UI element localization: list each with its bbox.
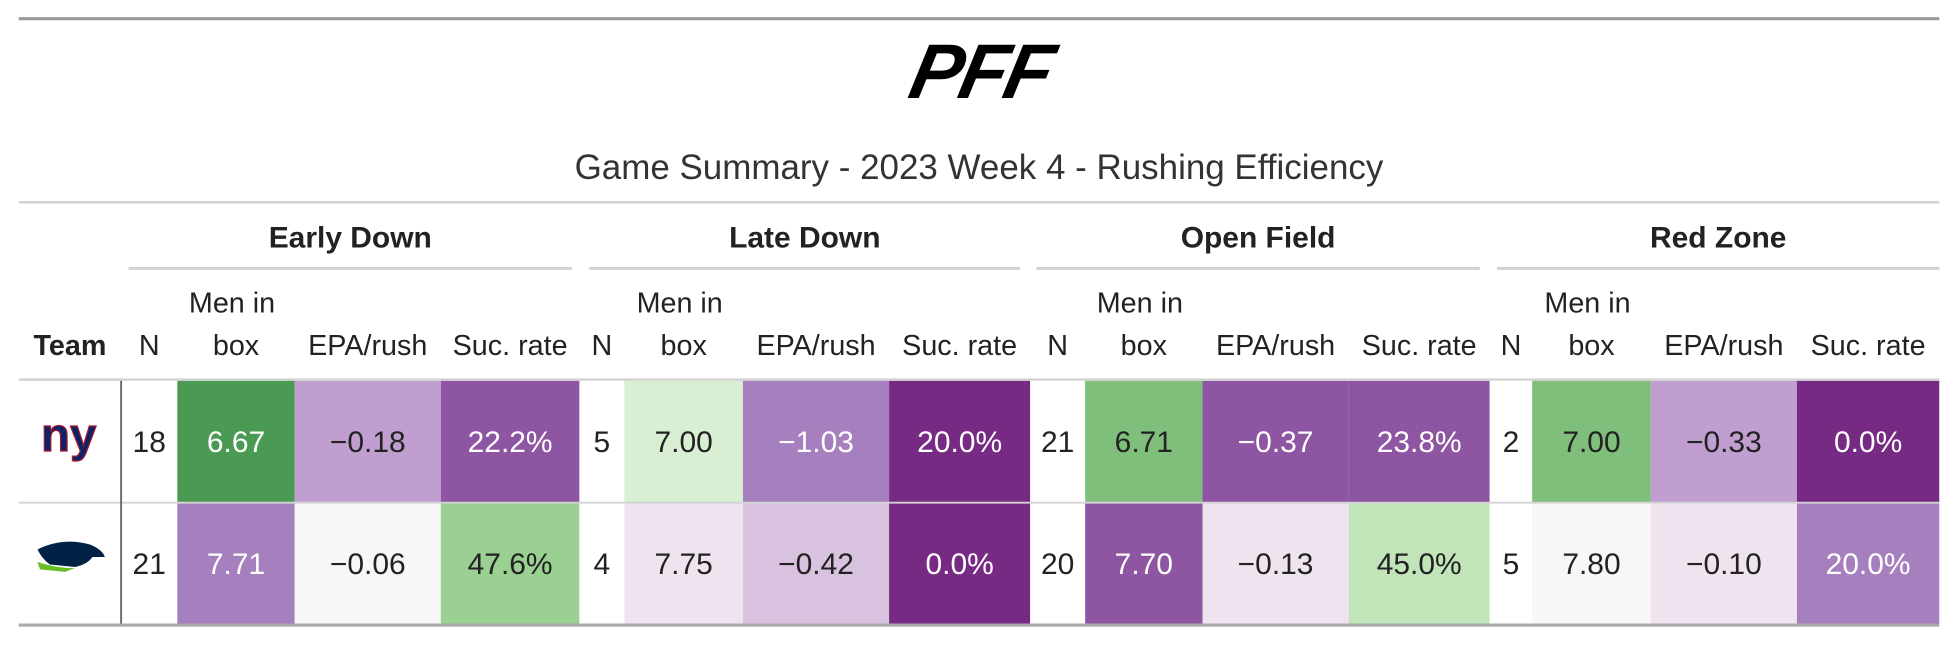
cell-bg [294, 380, 441, 503]
cell-bg [1348, 503, 1490, 625]
column-header: Men in box [637, 287, 731, 361]
cell: 6.67 [207, 426, 265, 459]
group-header: Early Down [269, 222, 432, 255]
cell: 6.71 [1115, 426, 1173, 459]
cell-bg [1030, 503, 1086, 625]
column-header: Men in box [189, 287, 283, 361]
cell: 7.00 [1562, 426, 1620, 459]
column-header: EPA/rush [756, 330, 875, 362]
cell: 5 [594, 426, 611, 459]
column-header: EPA/rush [308, 330, 427, 362]
cell-bg [889, 380, 1031, 503]
giants-icon: ny [41, 409, 97, 462]
cell-bg [121, 503, 178, 625]
column-header: Suc. rate [1362, 330, 1477, 362]
column-header: Suc. rate [1811, 330, 1926, 362]
cell: −0.18 [330, 426, 406, 459]
cell: 7.80 [1562, 548, 1620, 581]
column-header: N [139, 330, 160, 362]
cell-bg [294, 503, 441, 625]
cell-bg [579, 503, 625, 625]
cell-bg [1796, 380, 1940, 503]
seahawks-icon [37, 541, 105, 567]
cell: 4 [594, 548, 611, 581]
column-header: Suc. rate [453, 330, 568, 362]
cell-bg [742, 503, 890, 625]
cell-bg [177, 503, 295, 625]
cell: 7.71 [207, 548, 265, 581]
cell: −0.06 [330, 548, 406, 581]
group-header: Late Down [729, 222, 880, 255]
cell: 18 [133, 426, 166, 459]
cell: 20.0% [917, 426, 1002, 459]
cell-bg [1030, 380, 1086, 503]
cell-bg [1532, 380, 1651, 503]
group-header: Open Field [1181, 222, 1336, 255]
logo: PFF [903, 28, 1065, 115]
cell: −1.03 [778, 426, 854, 459]
cell-bg [624, 503, 743, 625]
cell-bg [1532, 503, 1651, 625]
group-header: Red Zone [1650, 222, 1786, 255]
title: Game Summary - 2023 Week 4 - Rushing Eff… [575, 148, 1384, 187]
seahawks-accent [37, 561, 75, 572]
cell-bg [579, 380, 625, 503]
cell: −0.37 [1238, 426, 1314, 459]
column-header: N [592, 330, 613, 362]
cell: 21 [1041, 426, 1074, 459]
cell: −0.10 [1686, 548, 1762, 581]
cell: 0.0% [1834, 426, 1902, 459]
cell: 45.0% [1377, 548, 1462, 581]
cell-bg [440, 380, 580, 503]
cell: 20.0% [1826, 548, 1911, 581]
cell-bg [1796, 503, 1940, 625]
cell: 5 [1503, 548, 1520, 581]
team-logo-seahawks [37, 541, 105, 572]
column-header: Men in box [1544, 287, 1638, 361]
cell-bg [1489, 380, 1533, 503]
cell-bg [177, 380, 295, 503]
cell: 20 [1041, 548, 1074, 581]
cell: −0.33 [1686, 426, 1762, 459]
column-header: N [1047, 330, 1068, 362]
cell: 2 [1503, 426, 1520, 459]
cell: 7.75 [655, 548, 713, 581]
cell-bg [624, 380, 743, 503]
column-header: EPA/rush [1664, 330, 1783, 362]
cell: 0.0% [926, 548, 994, 581]
cell: −0.42 [778, 548, 854, 581]
cell: 7.00 [655, 426, 713, 459]
column-header: EPA/rush [1216, 330, 1335, 362]
column-header: Men in box [1097, 287, 1191, 361]
team-logo-giants: ny [40, 408, 97, 462]
cell: 22.2% [468, 426, 553, 459]
cell: 47.6% [468, 548, 553, 581]
column-header: Suc. rate [902, 330, 1017, 362]
cell-bg [1489, 503, 1533, 625]
cell-bg [1202, 380, 1349, 503]
cell-bg [1348, 380, 1490, 503]
cell-bg [889, 503, 1031, 625]
cell-bg [742, 380, 890, 503]
cell: −0.13 [1238, 548, 1314, 581]
cell-bg [1085, 503, 1203, 625]
column-header: N [1501, 330, 1522, 362]
cell-bg [121, 380, 178, 503]
cell-bg [1202, 503, 1349, 625]
cell-bg [1650, 503, 1797, 625]
cell-bg [440, 503, 580, 625]
cell: 23.8% [1377, 426, 1462, 459]
cell: 21 [133, 548, 166, 581]
cell-bg [1650, 380, 1797, 503]
column-header: Team [33, 330, 106, 362]
cell: 7.70 [1115, 548, 1173, 581]
cell-bg [1085, 380, 1203, 503]
